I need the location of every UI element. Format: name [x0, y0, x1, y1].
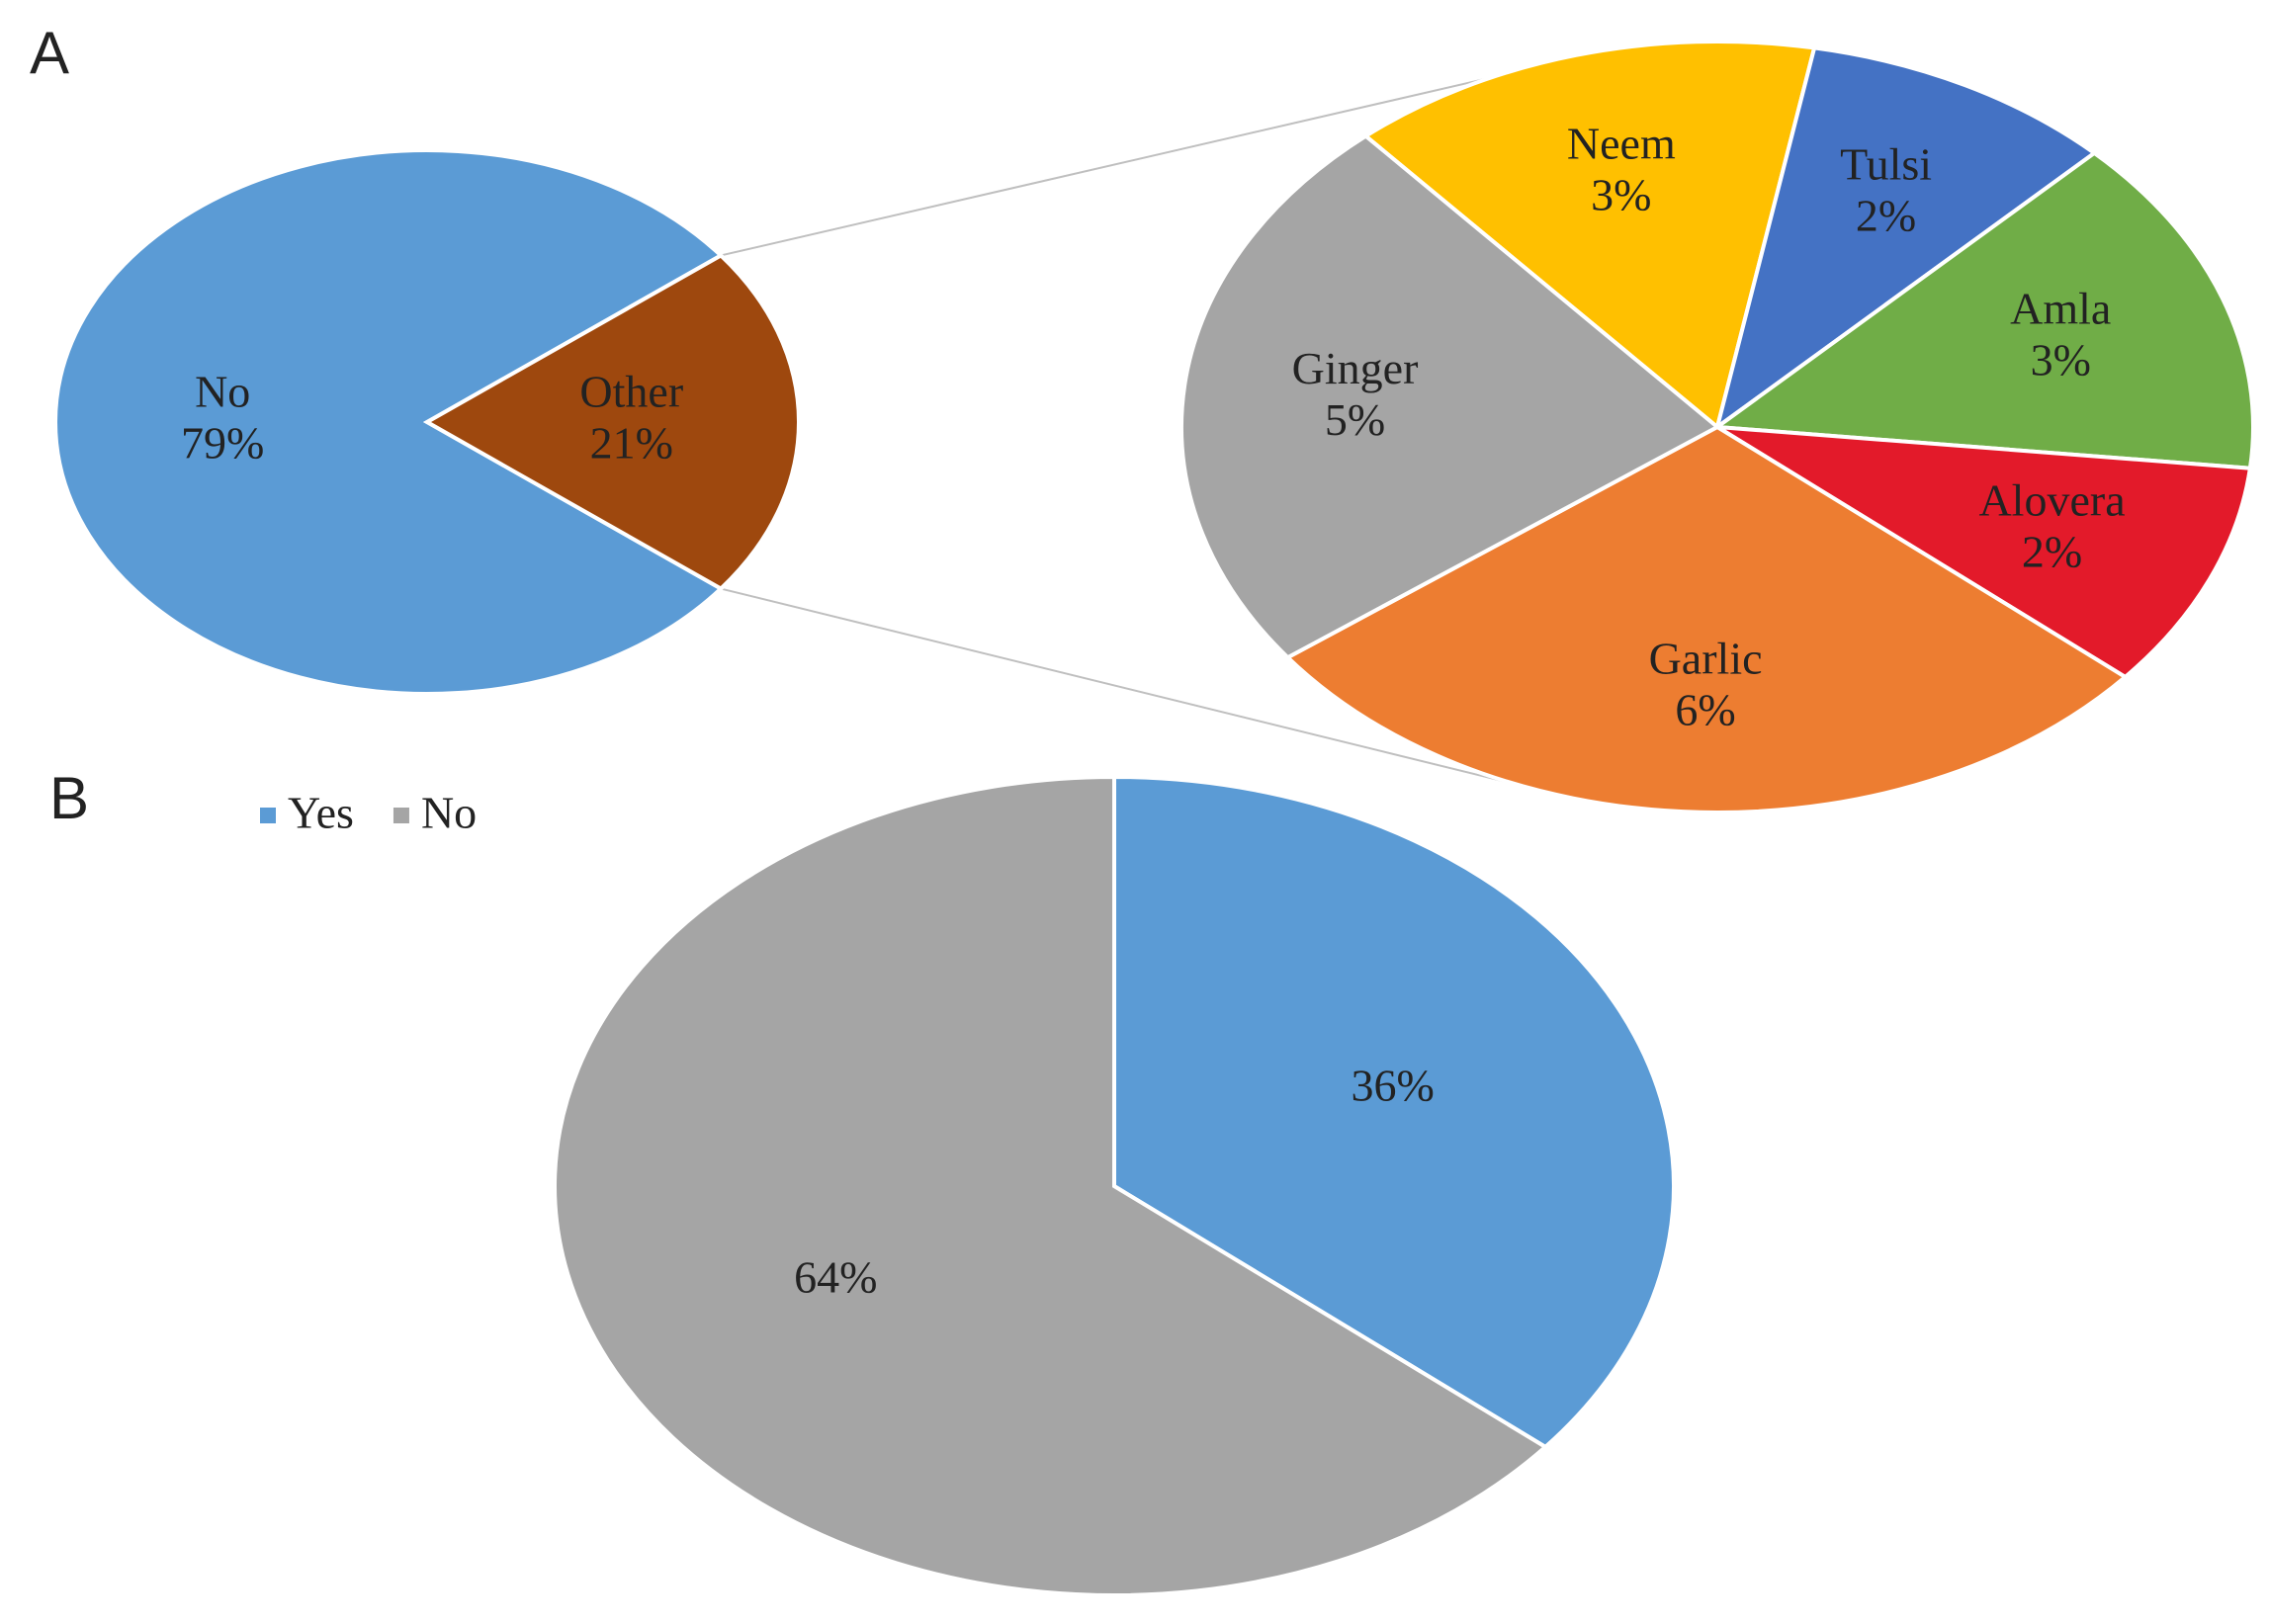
- slice-value-label: 2%: [2022, 526, 2082, 576]
- pie-slice: [1284, 424, 2129, 814]
- pie-slice: [422, 252, 801, 592]
- legend-label: Yes: [288, 788, 354, 838]
- slice-category-label: Other: [579, 367, 683, 417]
- legend-swatch: [393, 808, 409, 823]
- slice-category-label: Ginger: [1292, 343, 1419, 393]
- slice-category-label: Tulsi: [1840, 138, 1932, 189]
- slice-category-label: No: [195, 367, 250, 417]
- pie-slice: [552, 774, 1549, 1597]
- slice-value-label: 6%: [1675, 685, 1735, 735]
- slice-value-label: 21%: [590, 418, 673, 469]
- pie-slice: [1112, 774, 1676, 1450]
- slice-value-label: 79%: [181, 418, 264, 469]
- slice-value-label: 64%: [794, 1252, 877, 1303]
- slice-value-label: 3%: [1591, 170, 1651, 220]
- slice-category-label: Alovera: [1978, 474, 2125, 525]
- pie-slice: [1711, 150, 2255, 470]
- connector-line: [720, 587, 1518, 786]
- slice-category-label: Garlic: [1649, 634, 1763, 684]
- connector-line: [720, 76, 1492, 257]
- slice-value-label: 3%: [2031, 335, 2091, 385]
- slice-value-label: 36%: [1352, 1061, 1435, 1111]
- pie-slice: [1715, 425, 2253, 680]
- slice-value-label: 5%: [1325, 394, 1385, 445]
- pie-slice: [1179, 133, 1721, 660]
- legend-swatch: [260, 808, 276, 823]
- legend-label: No: [421, 788, 477, 838]
- pie-slice: [1713, 45, 2098, 432]
- slice-category-label: Neem: [1567, 119, 1676, 169]
- pie-slice: [1362, 40, 1817, 431]
- slice-category-label: Amla: [2010, 284, 2111, 334]
- pie-slice: [53, 148, 725, 696]
- panel-label: A: [30, 20, 69, 86]
- slice-value-label: 2%: [1856, 190, 1916, 240]
- panel-label: B: [49, 765, 89, 831]
